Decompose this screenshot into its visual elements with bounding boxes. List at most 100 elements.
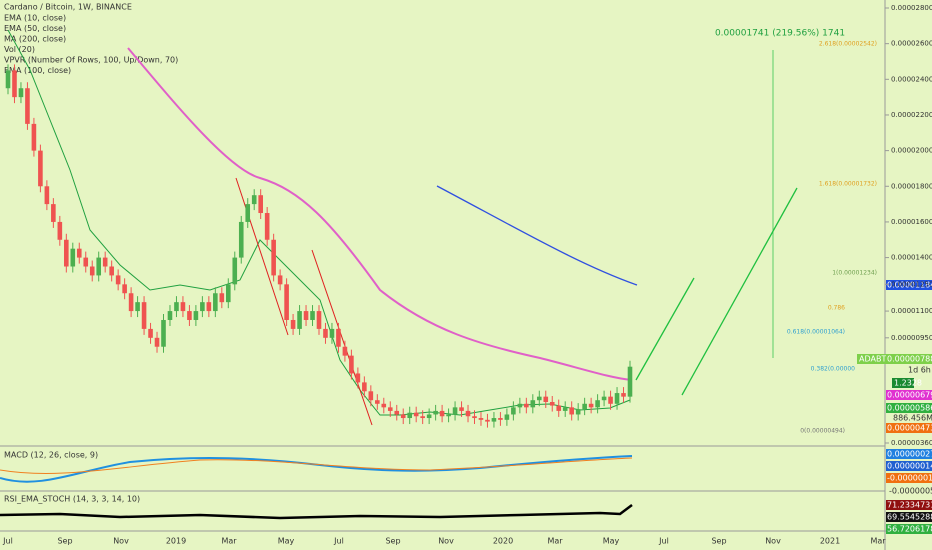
tag-bg [886,423,932,433]
candle-body [238,221,244,258]
ema10-line [7,29,631,416]
candle-body [439,410,445,417]
candle-body [316,311,322,329]
candle-body [245,204,251,222]
indicator-label: Vol (20) [4,45,35,54]
candle-body [303,311,309,320]
time-tick-label: Sep [57,537,72,546]
time-tick-label: Sep [711,537,726,546]
candle-body [498,418,503,420]
candle-body [167,311,173,320]
candle-body [549,401,555,406]
candle-body [420,416,425,419]
candle-body [342,346,348,356]
tag-bg [886,354,932,364]
candle-body [524,403,529,408]
candle-body [336,328,341,347]
ma200-tag: 0.00001184 [887,281,932,290]
price-tick-label: 0.00002800 [891,4,932,12]
candle-body [264,213,270,240]
candle-body [614,393,620,404]
indicator-label: EMA (10, close) [4,14,66,23]
candle-body [271,239,276,276]
time-tick-label: 2021 [820,537,840,546]
candle-body [18,88,24,98]
candle-body [154,337,160,347]
candle-body [536,396,542,401]
time-tick-label: Mar [221,537,237,546]
candle-body [109,266,114,276]
time-tick-label: Mar [870,537,886,546]
macd-tag: -0.00000050 [889,487,932,496]
candle-body [193,311,199,320]
candle-body [349,355,354,374]
measure-label: 0.00001741 (219.56%) 1741 [715,29,845,39]
price-tick-label: 0.00001600 [891,218,932,226]
macd-tag: -0.00000013 [887,474,932,483]
candle-body [206,302,212,312]
candle-body [277,275,283,285]
candle-body [400,414,406,419]
candle-body [504,414,510,420]
symbol: Cardano / Bitcoin, 1W, BINANCE [4,3,132,12]
candle-body [161,319,166,347]
time-tick-label: 2020 [493,537,513,546]
candle-body [187,311,192,320]
legend: Cardano / Bitcoin, 1W, BINANCE EMA (10, … [4,3,178,76]
candle-body [375,400,380,404]
candle-body [582,403,587,410]
indicator-label: EMA (100, close) [4,66,71,75]
candle-body [141,302,147,329]
candle-body [329,328,335,338]
tag-bg [886,280,932,290]
candle-body [595,400,600,408]
tag-bg [886,461,932,471]
candle-body [562,407,568,411]
candle-body [76,248,82,258]
indicator-label: MA (200, close) [4,35,66,44]
price-tick-label: 0.00001800 [891,182,932,190]
time-tick-label: Nov [765,537,781,546]
candle-body [232,257,238,285]
trend-arrow [311,249,373,426]
time-tick-label: Jul [658,537,669,546]
projection-arrow [635,277,695,381]
tag-bg [886,473,932,483]
indicator-label: VPVR (Number Of Rows, 100, Up/Down, 70) [4,56,178,65]
price-tick-label: 0.00001250 [891,280,932,288]
candle-body [44,186,50,205]
candle-body [258,195,263,214]
candle-body [12,70,17,98]
rsi-tag: 71.23347314 [887,501,932,510]
candle-body [465,410,471,417]
candle-body [251,195,257,205]
candle-body [387,407,393,411]
time-tick-label: May [278,537,295,546]
tag-bg [886,512,932,522]
candle-body [5,70,11,89]
candle-body [83,257,89,267]
candle-body [96,257,102,276]
candle-body [284,284,289,320]
fib-label: 0.786 [828,305,845,312]
tag-bg [886,390,932,400]
candle-body [556,405,562,411]
candle-body [355,373,361,383]
macd-tag: 0.00000014 [887,462,932,471]
candle-body [200,302,205,312]
candle-body [310,311,315,320]
candle-body [70,248,76,267]
rsi-label: RSI_EMA_STOCH (14, 3, 3, 14, 10) [4,495,140,504]
tag-bg [892,378,914,388]
candle-body [517,403,523,408]
price-tick-label: 0.00002200 [891,111,932,119]
candle-body [452,407,458,415]
candle-body [433,410,438,415]
fib-label: 0.618(0.00001064) [787,329,845,336]
candle-body [225,284,231,303]
price-tick-label: 0.00000360 [891,439,932,447]
candle-body [530,400,536,408]
candle-body [446,414,451,417]
price-tick-label: 0.00002400 [891,75,932,83]
candle-body [135,302,140,312]
